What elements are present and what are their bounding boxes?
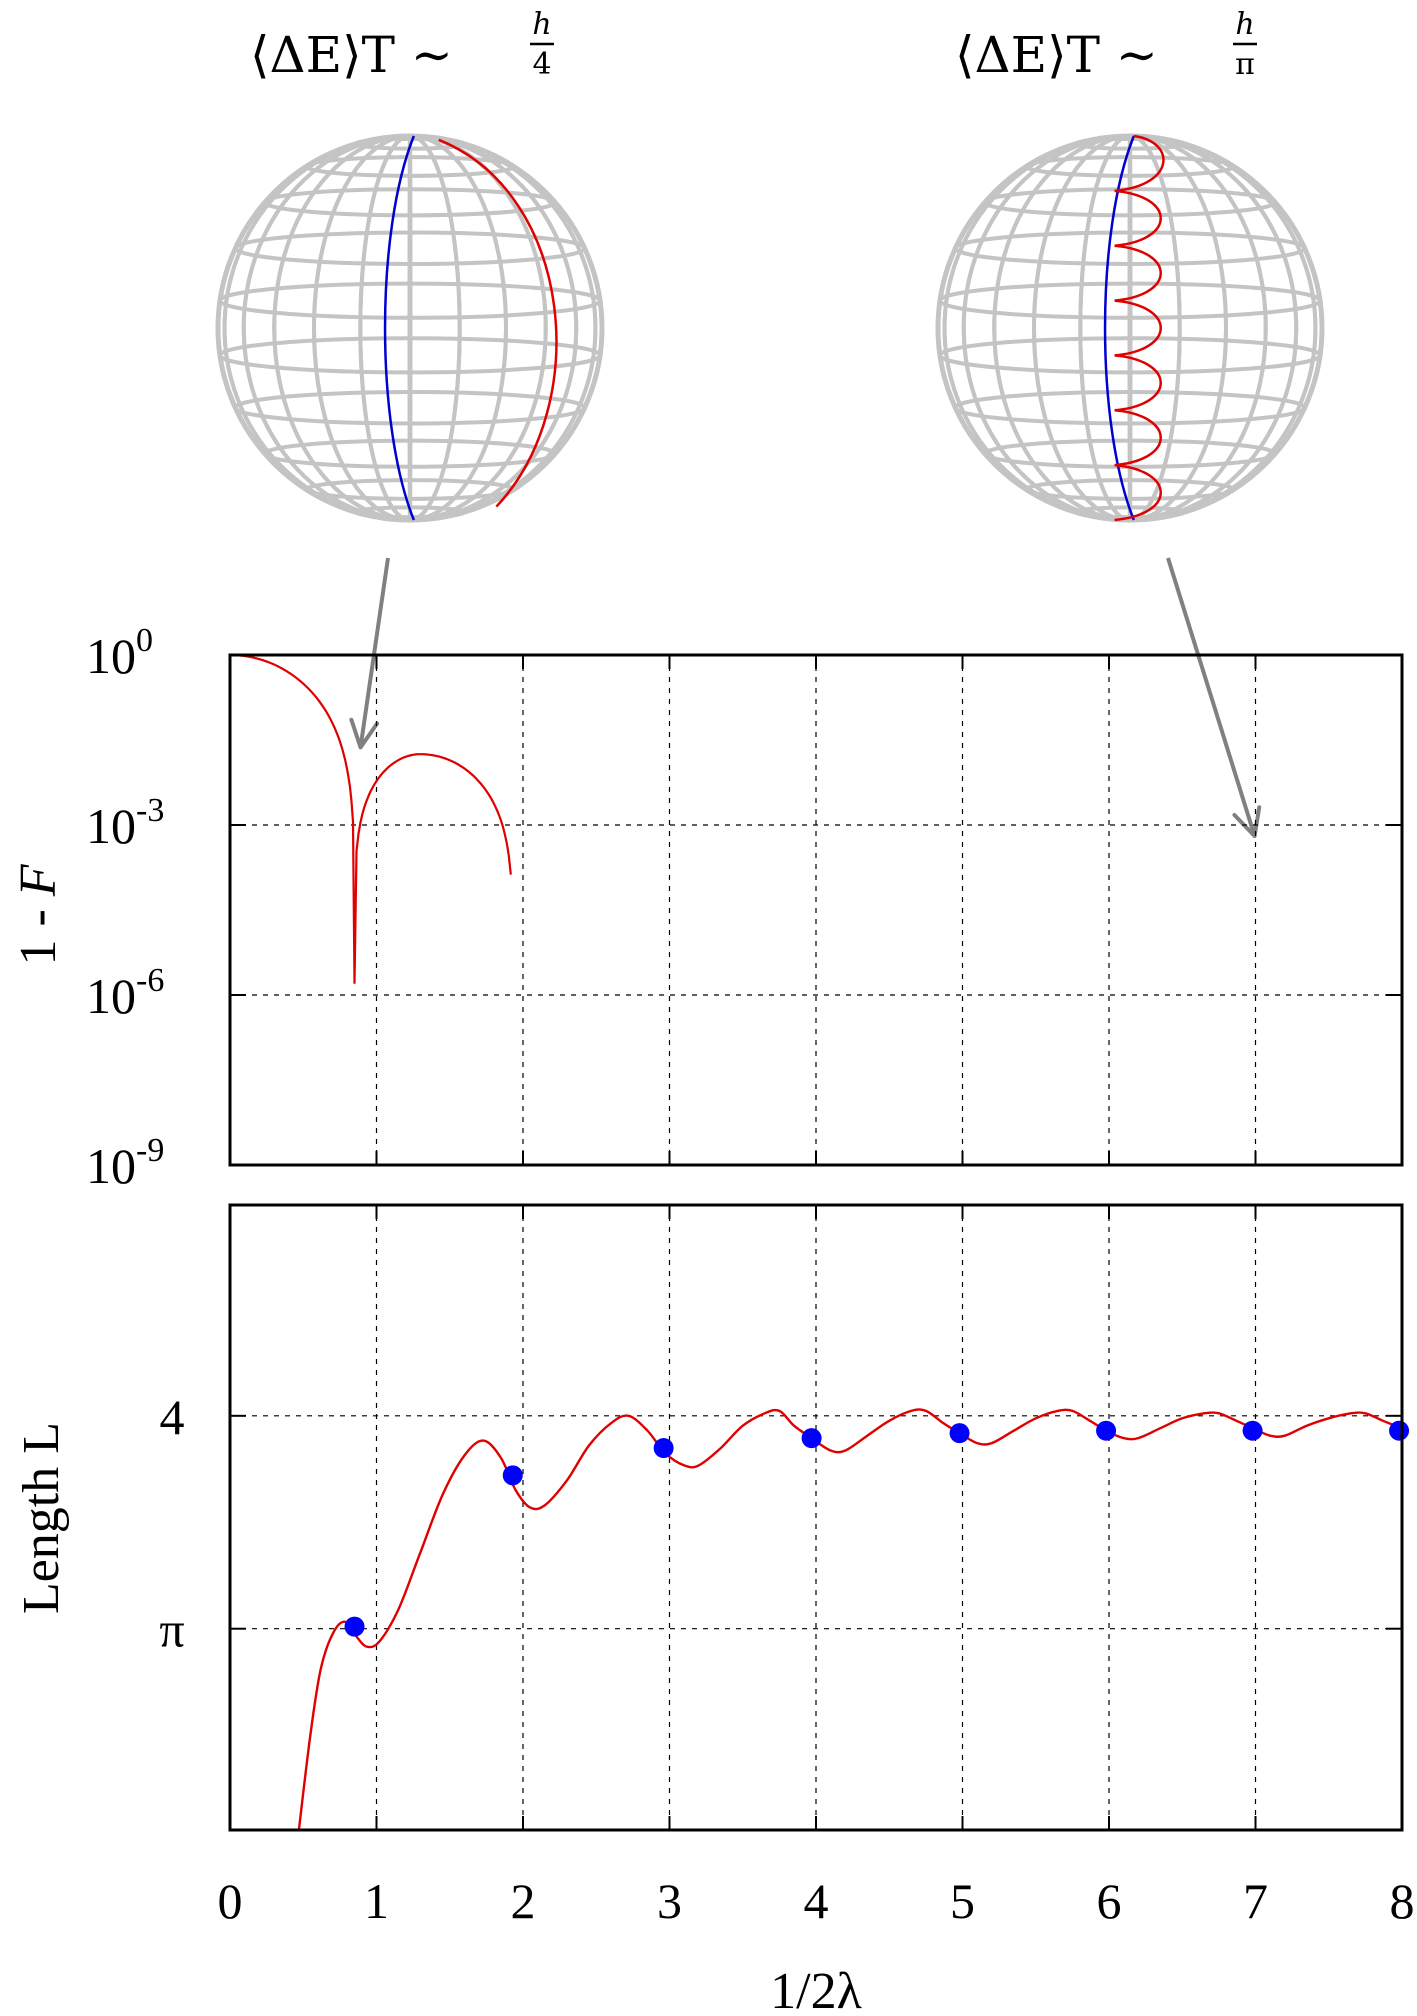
sphere-red-path <box>1114 134 1165 522</box>
length-dots <box>344 1420 1410 1637</box>
top-y-axis-title-text: 1 - <box>10 896 67 965</box>
length-dot <box>1096 1420 1117 1441</box>
header-left-denominator: 4 <box>532 47 551 82</box>
tick-exponent: -9 <box>136 1132 164 1169</box>
top-y-axis-title-var: F <box>10 863 67 897</box>
top-axis-ticks <box>230 654 1403 1166</box>
header-left-numerator: h <box>532 7 551 42</box>
tick-exponent: -3 <box>136 792 164 829</box>
one-minus-fidelity-curve <box>230 653 512 984</box>
bottom-x-tick-label: 4 <box>804 1873 829 1929</box>
bottom-x-tick-label: 5 <box>950 1873 975 1929</box>
bottom-x-axis-title: 1/2λ <box>770 1963 862 2016</box>
length-dot <box>653 1438 674 1459</box>
bottom-x-tick-label: 7 <box>1243 1873 1268 1929</box>
bottom-x-tick-label: 0 <box>218 1873 243 1929</box>
top-y-axis-title: 1 - F <box>10 863 67 965</box>
sphere-red-path <box>438 138 558 508</box>
length-dot <box>949 1423 970 1444</box>
sphere-meridian <box>222 134 598 522</box>
header-right-numerator: h <box>1235 7 1254 42</box>
bottom-x-tick-label: 1 <box>364 1873 389 1929</box>
bloch-sphere-left <box>215 133 605 523</box>
tick-base: 10 <box>86 1138 136 1194</box>
bottom-axis-ticks <box>229 1205 1403 1830</box>
tick-base: 10 <box>86 628 136 684</box>
bottom-x-tick-label: 3 <box>657 1873 682 1929</box>
top-y-tick-label: 10-6 <box>86 962 164 1024</box>
tick-exponent: -6 <box>136 962 164 999</box>
tick-base: 10 <box>86 798 136 854</box>
bottom-y-tick-label: π <box>159 1602 184 1658</box>
pointer-arrow-line <box>1166 557 1257 837</box>
pointer-arrow-line <box>358 557 390 748</box>
length-curve <box>297 1408 1403 1831</box>
bottom-x-tick-label: 8 <box>1390 1873 1415 1929</box>
bottom-grid <box>230 1205 1402 1830</box>
length-dot <box>344 1616 365 1637</box>
length-dot <box>801 1428 822 1449</box>
bottom-x-tick-labels: 0 1 2 3 4 5 6 7 8 <box>218 1873 1415 1929</box>
sphere-blue-path <box>1103 135 1136 521</box>
bottom-x-tick-label: 2 <box>511 1873 536 1929</box>
header-left: ⟨ΔE⟩T ∼ h 4 <box>250 7 554 84</box>
length-dot <box>1242 1420 1263 1441</box>
bloch-sphere-right <box>935 133 1325 523</box>
top-y-tick-label: 100 <box>86 622 153 684</box>
sphere-meridian <box>407 134 413 522</box>
top-grid <box>230 655 1402 1165</box>
top-y-tick-label: 10-3 <box>86 792 164 854</box>
bottom-x-tick-label: 6 <box>1097 1873 1122 1929</box>
top-y-tick-label: 10-9 <box>86 1132 164 1194</box>
length-dot <box>502 1465 523 1486</box>
header-right: ⟨ΔE⟩T ∼ h π <box>955 7 1257 84</box>
tick-exponent: 0 <box>136 622 153 659</box>
header-right-text: ⟨ΔE⟩T ∼ <box>955 26 1158 84</box>
header-right-denominator: π <box>1235 47 1255 82</box>
bottom-y-tick-labels: 4π <box>159 1389 184 1658</box>
sphere-meridian <box>942 134 1318 522</box>
tick-base: 10 <box>86 968 136 1024</box>
sphere-blue-path <box>383 135 416 521</box>
bottom-y-tick-label: 4 <box>160 1389 185 1445</box>
length-dot <box>1389 1420 1410 1441</box>
bottom-y-axis-title: Length L <box>13 1422 70 1614</box>
header-left-text: ⟨ΔE⟩T ∼ <box>250 26 453 84</box>
pointer-arrow-head <box>349 717 380 750</box>
